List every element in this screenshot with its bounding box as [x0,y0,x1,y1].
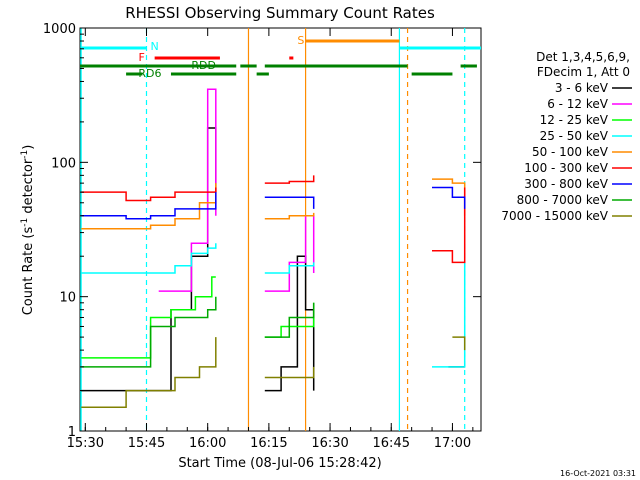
series-line [81,336,466,409]
x-tick-label: 16:15 [250,436,287,451]
y-axis-label: Count Rate (s-1 detector-1) [20,145,36,316]
series-line [81,296,315,368]
x-tick-label: 15:45 [128,436,165,451]
flag-label: N [150,40,158,53]
flag-label: S [297,34,304,47]
y-tick-label: 1 [68,425,76,440]
x-tick-label: 15:30 [67,436,104,451]
series-line [81,186,466,220]
legend-entry-label: 12 - 25 keV [540,113,609,127]
y-tick-label: 100 [51,156,76,171]
legend-entry-label: 800 - 7000 keV [517,193,609,207]
y-tick-label: 1000 [43,22,76,37]
series-line [81,175,466,264]
legend-header-2: FDecim 1, Att 0 [537,65,630,79]
series-line [158,88,315,292]
legend-entry-label: 7000 - 15000 keV [501,209,608,223]
x-tick-label: 16:00 [189,436,226,451]
legend-header-1: Det 1,3,4,5,6,9, [536,50,630,64]
legend-entry-label: 3 - 6 keV [555,81,609,95]
legend-entry-label: 6 - 12 keV [547,97,609,111]
legend-entry-label: 25 - 50 keV [540,129,609,143]
x-tick-label: 16:30 [311,436,348,451]
series-line [81,243,466,368]
x-axis-label: Start Time (08-Jul-06 15:28:42) [178,456,381,471]
legend-entry-label: 100 - 300 keV [524,161,608,175]
x-tick-label: 16:45 [373,436,410,451]
x-tick-label: 17:00 [434,436,471,451]
legend: Det 1,3,4,5,6,9, FDecim 1, Att 0 3 - 6 k… [501,50,632,223]
plot-frame [79,27,482,432]
y-tick-label: 10 [59,291,76,306]
timestamp: 16-Oct-2021 03:31 [560,469,636,478]
legend-entry-label: 50 - 100 keV [532,145,609,159]
flag-label: F [138,51,144,64]
legend-entry-label: 300 - 800 keV [524,177,608,191]
chart-title: RHESSI Observing Summary Count Rates [125,4,435,22]
flag-label: RD6 [138,67,161,80]
flag-label: RDD [191,59,216,72]
